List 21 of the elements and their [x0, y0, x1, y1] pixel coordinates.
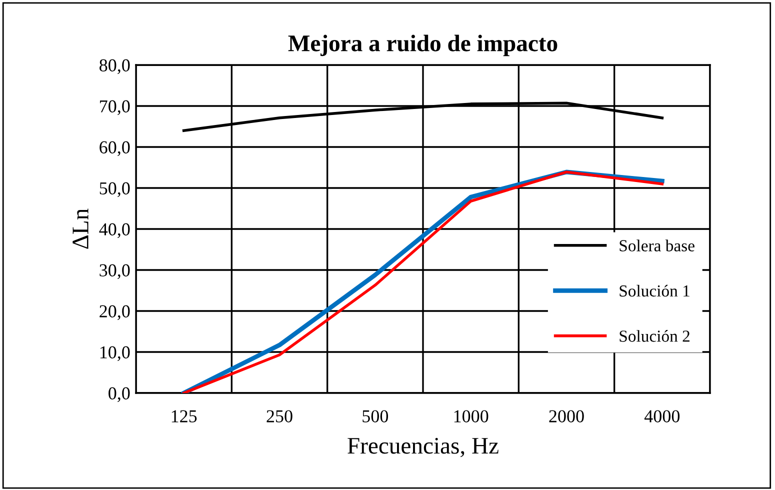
- y-tick-label: 20,0: [100, 305, 130, 320]
- x-tick-label: 125: [172, 410, 197, 422]
- x-axis-title: Frecuencias, Hz: [348, 438, 498, 458]
- y-tick-label: 50,0: [100, 182, 130, 198]
- y-tick-label: 30,0: [100, 264, 130, 280]
- x-tick-label: 2000: [549, 410, 584, 422]
- legend-label: Solución 1: [620, 284, 690, 297]
- y-tick-label: 70,0: [100, 100, 130, 116]
- y-tick-label: 0,0: [108, 387, 130, 402]
- chart-title: Mejora a ruido de impacto: [288, 34, 558, 56]
- y-tick-label: 40,0: [99, 223, 130, 238]
- x-tick-label: 1000: [454, 410, 488, 422]
- x-tick-label: 250: [266, 410, 292, 422]
- y-tick-label: 10,0: [100, 346, 130, 362]
- y-axis-title: ΔLn: [72, 208, 88, 249]
- x-tick-label: 4000: [644, 410, 680, 422]
- y-tick-label: 80,0: [100, 59, 130, 74]
- legend-label: Solera base: [620, 240, 694, 252]
- y-tick-label: 60,0: [100, 141, 130, 156]
- legend-label: Solución 2: [620, 330, 690, 342]
- x-tick-label: 500: [362, 410, 388, 422]
